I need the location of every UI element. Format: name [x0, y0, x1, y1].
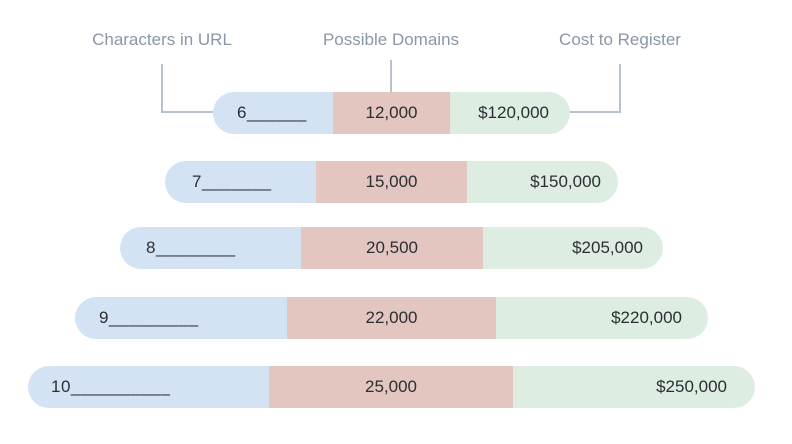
header-cost: Cost to Register	[559, 30, 681, 49]
row-domains-segment: 12,000	[333, 92, 450, 134]
row-domains-text: 22,000	[365, 308, 418, 327]
row-domains-text: 20,500	[366, 238, 418, 257]
row-cost-text: $205,000	[572, 238, 643, 257]
row-cost-text: $250,000	[656, 377, 727, 396]
row-7-characters: 7_______ 15,000 $150,000	[165, 161, 618, 203]
row-characters-text: 10__________	[51, 377, 171, 396]
row-characters-segment: 9_________	[75, 297, 287, 339]
row-characters-segment: 7_______	[165, 161, 316, 203]
row-10-characters: 10__________ 25,000 $250,000	[28, 366, 755, 408]
row-characters-text: 6______	[237, 103, 307, 122]
connector-cost-vertical	[619, 64, 621, 113]
row-cost-segment: $220,000	[496, 297, 708, 339]
row-characters-text: 8________	[146, 238, 236, 257]
row-cost-text: $120,000	[478, 103, 549, 122]
row-cost-segment: $205,000	[483, 227, 663, 269]
row-domains-text: 12,000	[365, 103, 418, 122]
row-cost-segment: $150,000	[467, 161, 618, 203]
row-domains-segment: 22,000	[287, 297, 496, 339]
row-9-characters: 9_________ 22,000 $220,000	[75, 297, 708, 339]
row-8-characters: 8________ 20,500 $205,000	[120, 227, 663, 269]
row-domains-segment: 20,500	[301, 227, 483, 269]
row-6-characters: 6______ 12,000 $120,000	[213, 92, 570, 134]
row-domains-segment: 15,000	[316, 161, 467, 203]
row-characters-segment: 8________	[120, 227, 301, 269]
row-domains-text: 25,000	[365, 377, 417, 396]
row-characters-segment: 6______	[213, 92, 333, 134]
row-cost-segment: $250,000	[513, 366, 755, 408]
row-cost-text: $150,000	[530, 172, 601, 191]
row-characters-text: 9_________	[99, 308, 199, 327]
connector-domains-vertical	[390, 60, 392, 92]
row-characters-text: 7_______	[192, 172, 272, 191]
header-characters: Characters in URL	[92, 30, 232, 49]
row-cost-text: $220,000	[611, 308, 682, 327]
row-domains-segment: 25,000	[269, 366, 513, 408]
row-domains-text: 15,000	[365, 172, 418, 191]
header-domains: Possible Domains	[322, 30, 460, 49]
row-cost-segment: $120,000	[450, 92, 570, 134]
connector-characters-vertical	[161, 64, 163, 113]
connector-cost-horizontal	[562, 111, 621, 113]
row-characters-segment: 10__________	[28, 366, 269, 408]
connector-characters-horizontal	[161, 111, 221, 113]
